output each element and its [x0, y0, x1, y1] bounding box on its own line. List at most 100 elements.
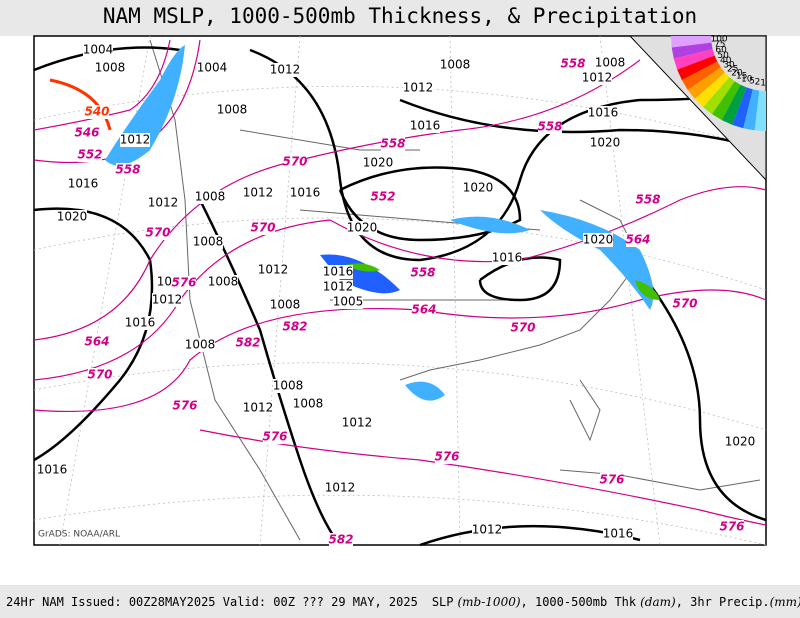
label-bg — [85, 335, 109, 349]
label-bg — [371, 190, 395, 204]
footer-band — [0, 585, 800, 618]
isobar-label: 1012 — [243, 186, 274, 200]
label-bg — [412, 303, 436, 317]
label-bg — [472, 523, 502, 537]
thk: , 1000-500mb Thk — [521, 595, 637, 609]
isobar-label: 1016 — [410, 119, 441, 133]
title-band — [0, 0, 800, 36]
legend-swatch — [703, 77, 735, 115]
label-bg — [197, 61, 227, 75]
label-bg — [435, 450, 459, 464]
isobar-label: 1020 — [347, 221, 378, 235]
label-bg — [251, 221, 275, 235]
label-bg — [673, 297, 697, 311]
label-bg — [116, 163, 140, 177]
label-bg — [323, 280, 353, 294]
isobar-label: 1016 — [492, 251, 523, 265]
legend-label: 60 — [715, 45, 727, 55]
title: NAM MSLP, 1000-500mb Thickness, & Precip… — [103, 4, 697, 28]
thickness-label: 558 — [380, 137, 405, 151]
label-bg — [511, 321, 535, 335]
thickness-label: 540 — [84, 105, 109, 119]
label-bg — [146, 226, 170, 240]
label-bg — [148, 196, 178, 210]
label-bg — [95, 61, 125, 75]
label-bg — [217, 103, 247, 117]
label-bg — [283, 320, 307, 334]
thickness-label: 576 — [172, 399, 197, 413]
label-bg — [440, 58, 470, 72]
run-info: 24Hr NAM Issued: 00Z28MAY2025 Valid: 00Z… — [6, 595, 418, 609]
isobar-label: 1008 — [193, 235, 224, 249]
isobar-label: 1016 — [588, 106, 619, 120]
label-bg — [463, 181, 493, 195]
isobar-label: 1012 — [148, 196, 179, 210]
slp-unit: (mb-1000) — [458, 595, 521, 609]
isobar-label: 1012 — [152, 293, 183, 307]
label-bg — [411, 266, 435, 280]
label-bg — [185, 338, 215, 352]
thickness-label: 570 — [510, 321, 535, 335]
legend-label: 25 — [727, 65, 738, 75]
label-bg — [283, 155, 307, 169]
isobar-label: 1012 — [342, 416, 373, 430]
isobar-label: 1012 — [472, 523, 503, 537]
legend-swatch — [687, 67, 725, 99]
label-bg — [325, 481, 355, 495]
isobar-label: 1012 — [258, 263, 289, 277]
isobar-label: 1004 — [197, 61, 228, 75]
legend-swatch — [712, 81, 741, 121]
isobar-label: 1008 — [440, 58, 471, 72]
thickness-label: 564 — [84, 335, 109, 349]
label-bg — [152, 293, 182, 307]
isobar-label: 1008 — [95, 61, 126, 75]
label-bg — [720, 520, 744, 534]
isobar-label: 1016 — [68, 177, 99, 191]
label-bg — [78, 148, 102, 162]
isobar-label: 1008 — [273, 379, 304, 393]
legend-swatch — [732, 87, 753, 129]
label-bg — [333, 295, 363, 309]
label-bg — [603, 527, 633, 541]
label-bg — [561, 57, 585, 71]
isobar-label: 1020 — [590, 136, 621, 150]
thickness-label: 582 — [328, 533, 353, 547]
legend-swatch — [671, 42, 713, 59]
label-bg — [125, 316, 155, 330]
legend-swatch — [754, 90, 766, 131]
isobar-label: 1008 — [217, 103, 248, 117]
label-bg — [290, 186, 320, 200]
label-bg — [85, 105, 109, 119]
thickness-label: 570 — [250, 221, 275, 235]
legend-label: 20 — [731, 68, 743, 78]
label-bg — [492, 251, 522, 265]
legend-label: 5 — [749, 76, 755, 86]
label-bg — [68, 177, 98, 191]
label-bg — [236, 336, 260, 350]
legend-swatch — [681, 61, 721, 90]
thickness-label: 570 — [145, 226, 170, 240]
legend-swatch — [743, 89, 760, 131]
label-bg — [243, 186, 273, 200]
thickness-label: 564 — [625, 233, 650, 247]
thickness-label: 570 — [282, 155, 307, 169]
thickness-label: 558 — [115, 163, 140, 177]
isobar-label: 1005 — [333, 295, 364, 309]
thickness-540 — [49, 78, 112, 131]
thickness-label: 546 — [74, 126, 99, 140]
legend-label: 2 — [755, 78, 761, 88]
legend-swatch — [673, 49, 715, 70]
isobar-label: 1008 — [185, 338, 216, 352]
thickness-label: 576 — [599, 473, 624, 487]
label-bg — [243, 401, 273, 415]
legend-swatch — [671, 36, 712, 48]
thickness-label: 558 — [635, 193, 660, 207]
legend-swatch — [677, 55, 718, 81]
label-bg — [293, 397, 323, 411]
isobar-label: 1016 — [37, 463, 68, 477]
legend-swatch — [694, 72, 730, 108]
thickness-labels: 540 546 552 558 558 558 558 570 552 570 558 564 570 5… — [74, 57, 745, 547]
legend-label: 1 — [760, 78, 766, 88]
